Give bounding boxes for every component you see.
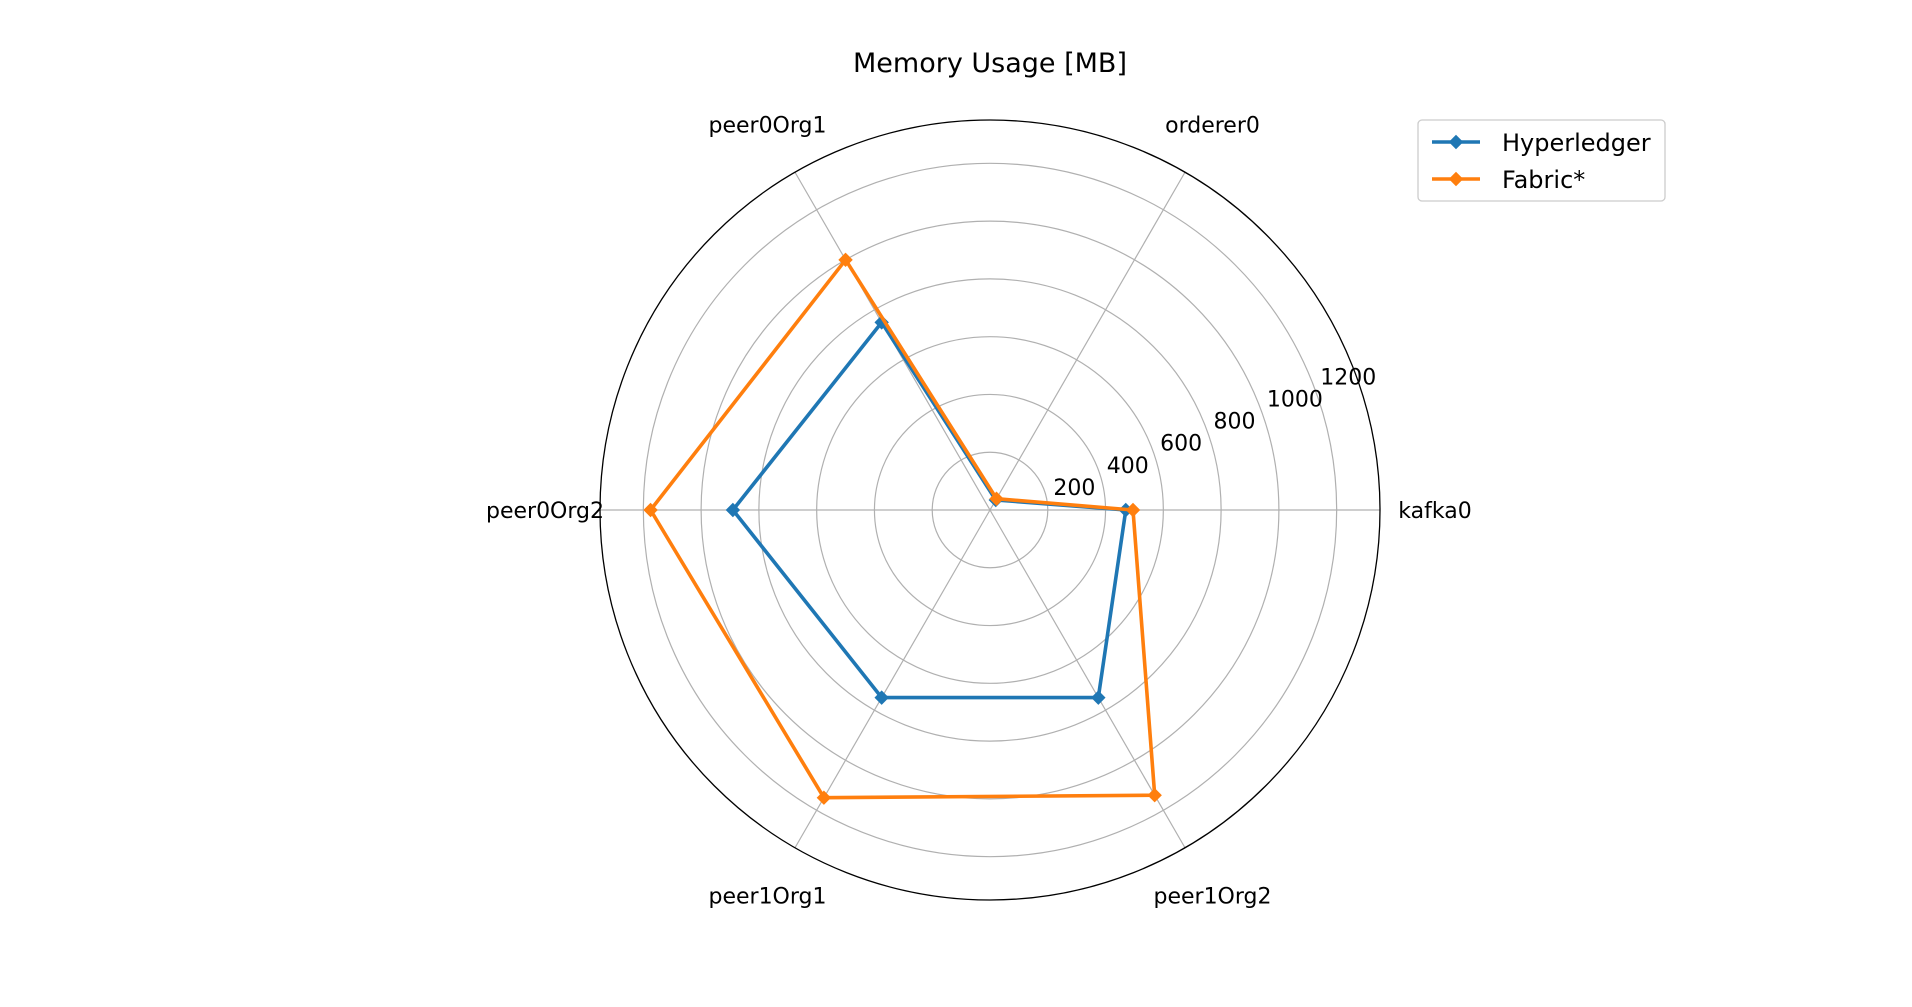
series-line bbox=[648, 257, 1157, 800]
legend-label: Hyperledger bbox=[1502, 129, 1651, 157]
r-tick-label: 200 bbox=[1053, 476, 1095, 501]
data-point bbox=[874, 690, 889, 705]
category-labels: kafka0 orderer0 peer0Org1 peer0Org2 peer1Org… bbox=[486, 114, 1472, 910]
polar-frame bbox=[599, 119, 1381, 901]
r-tick-label: 1200 bbox=[1320, 365, 1376, 390]
data-point bbox=[1147, 788, 1162, 803]
r-tick-label: 600 bbox=[1160, 432, 1202, 457]
data-point bbox=[816, 790, 832, 805]
chart-title: Memory Usage [MB] bbox=[853, 48, 1127, 79]
grid-spoke bbox=[794, 509, 991, 849]
data-point bbox=[725, 502, 741, 518]
r-tick-label: 1000 bbox=[1267, 387, 1323, 412]
data-point bbox=[1091, 690, 1106, 705]
category-label: peer0Org2 bbox=[486, 499, 604, 524]
legend-marker bbox=[1448, 134, 1464, 150]
series-layer bbox=[643, 252, 1162, 805]
category-label: kafka0 bbox=[1398, 499, 1471, 524]
category-label: peer1Org2 bbox=[1153, 884, 1271, 909]
r-tick-label: 800 bbox=[1214, 410, 1256, 435]
legend-label: Fabric* bbox=[1502, 166, 1585, 194]
data-point bbox=[643, 502, 658, 518]
data-point bbox=[1125, 502, 1141, 518]
data-point bbox=[989, 491, 1004, 506]
series-2 bbox=[643, 252, 1162, 805]
legend-marker bbox=[1448, 171, 1464, 187]
legend-entry: Fabric* bbox=[1432, 166, 1585, 194]
data-point bbox=[838, 252, 853, 268]
category-label: peer0Org1 bbox=[708, 114, 826, 139]
legend-entry: Hyperledger bbox=[1432, 129, 1651, 157]
legend: Hyperledger Fabric* bbox=[1417, 119, 1666, 202]
category-label: peer1Org1 bbox=[708, 884, 826, 909]
grid-spoke bbox=[989, 171, 1186, 511]
r-tick-label: 400 bbox=[1107, 454, 1149, 479]
category-label: orderer0 bbox=[1165, 114, 1260, 139]
radial-grid bbox=[599, 119, 1381, 901]
